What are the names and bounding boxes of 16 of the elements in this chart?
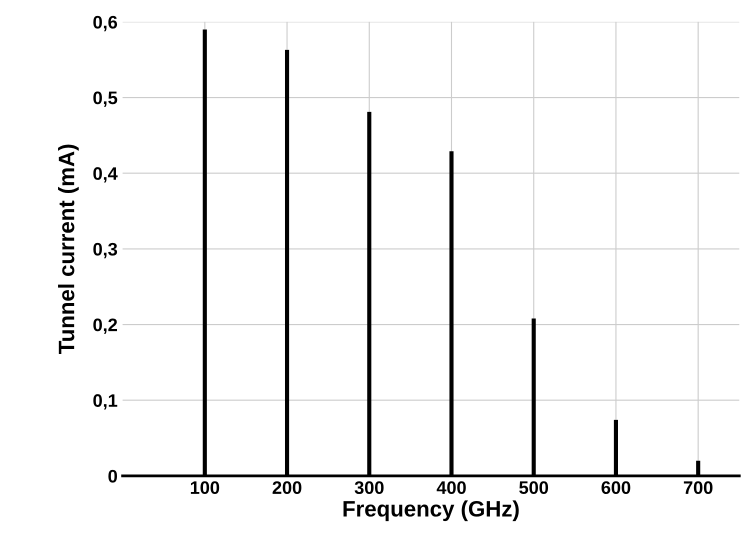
- x-tick-label: 400: [436, 481, 466, 494]
- x-tick-label: 600: [602, 481, 630, 494]
- x-axis-title: Frequency (GHz): [344, 500, 519, 522]
- x-tick-label: 200: [272, 481, 302, 494]
- y-axis-title: Tunnel current (mA): [58, 144, 79, 354]
- y-tick-label: 0,5: [93, 91, 118, 107]
- y-tick-label: 0,6: [93, 16, 118, 32]
- y-tick-label: 0,4: [93, 167, 118, 183]
- y-tick-label: 0,3: [93, 242, 118, 258]
- y-tick-label: 0: [108, 470, 117, 483]
- x-tick-label: 500: [519, 481, 548, 494]
- x-tick-label: 100: [190, 481, 220, 494]
- y-tick-label: 0,2: [93, 318, 118, 334]
- x-tick-label: 300: [354, 481, 384, 494]
- x-tick-label: 700: [684, 481, 712, 494]
- y-tick-label: 0,1: [93, 394, 118, 410]
